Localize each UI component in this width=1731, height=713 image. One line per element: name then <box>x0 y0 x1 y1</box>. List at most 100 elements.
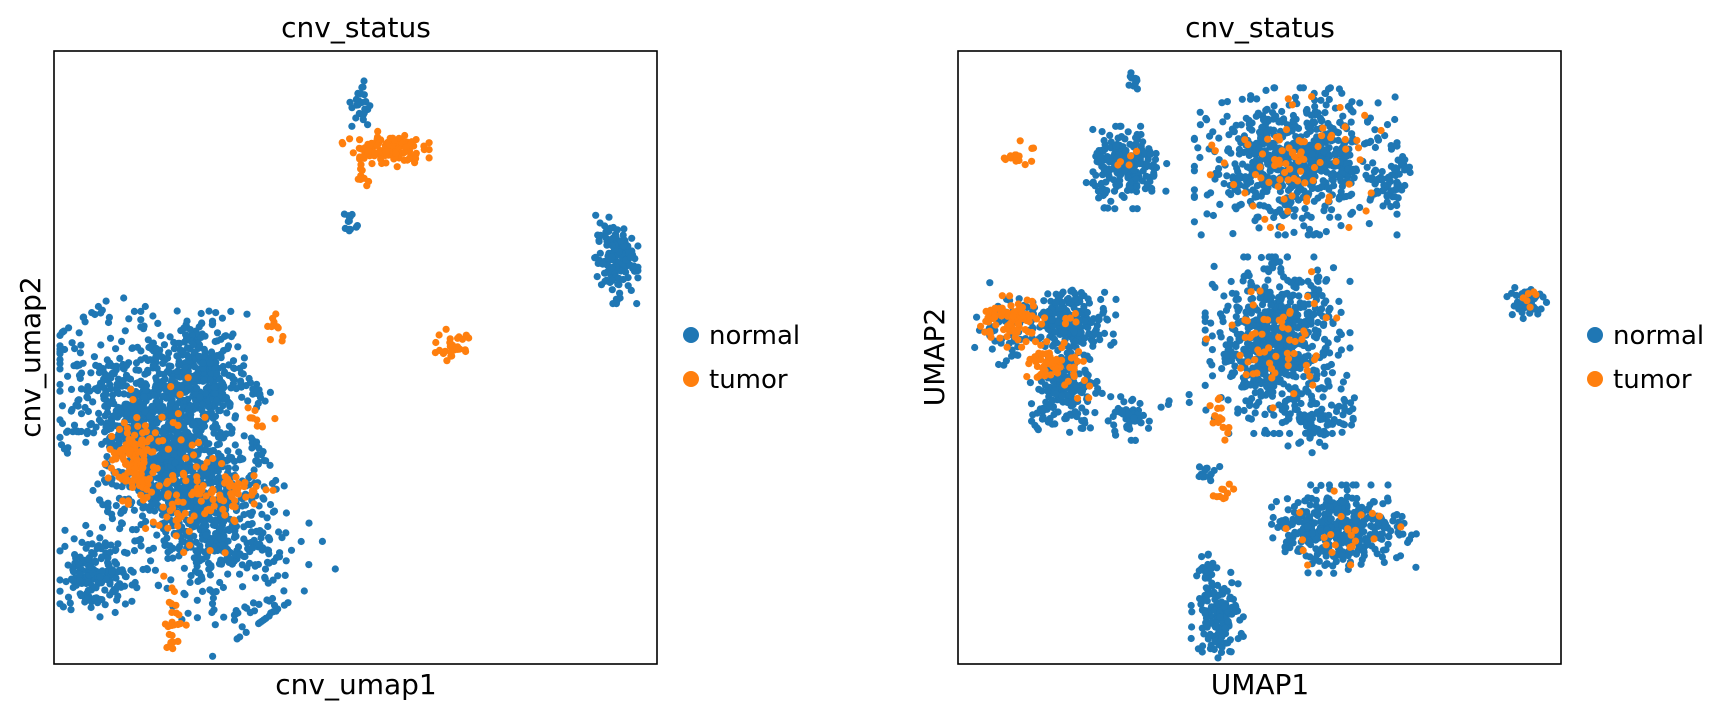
point-normal <box>98 553 106 561</box>
point-normal <box>1206 358 1214 366</box>
point-normal <box>206 586 214 594</box>
point-normal <box>211 478 219 486</box>
point-normal <box>240 354 248 362</box>
point-normal <box>160 537 168 545</box>
point-tumor <box>153 464 161 472</box>
point-normal <box>1097 179 1105 188</box>
point-normal <box>75 560 83 568</box>
point-normal <box>1033 409 1041 417</box>
point-normal <box>1313 371 1321 379</box>
point-tumor <box>432 338 440 347</box>
point-normal <box>113 596 121 604</box>
point-normal <box>1218 313 1226 321</box>
point-normal <box>137 356 145 364</box>
point-normal <box>64 561 72 569</box>
point-normal <box>180 589 188 598</box>
point-normal <box>106 385 115 393</box>
point-tumor <box>125 437 133 445</box>
point-normal <box>1142 159 1150 168</box>
point-normal <box>1391 115 1399 124</box>
point-normal <box>264 522 272 531</box>
point-normal <box>1327 170 1335 178</box>
point-normal <box>1318 116 1326 125</box>
point-normal <box>1234 188 1242 196</box>
point-tumor <box>221 549 229 557</box>
point-normal <box>83 430 91 438</box>
point-normal <box>226 400 234 408</box>
point-normal <box>1098 389 1106 397</box>
point-tumor <box>155 482 163 490</box>
point-normal <box>102 390 110 398</box>
point-normal <box>1133 85 1141 93</box>
point-normal <box>1281 408 1289 416</box>
point-normal <box>1057 290 1066 298</box>
point-normal <box>1289 372 1297 380</box>
point-normal <box>56 359 64 368</box>
point-normal <box>1283 253 1291 261</box>
point-tumor <box>218 460 226 468</box>
point-normal <box>82 544 90 552</box>
point-normal <box>1347 210 1355 218</box>
point-normal <box>1100 329 1109 337</box>
point-tumor <box>133 414 141 422</box>
point-normal <box>633 300 641 308</box>
point-normal <box>1194 144 1202 152</box>
point-tumor <box>129 396 137 404</box>
point-normal <box>973 313 981 321</box>
point-normal <box>1185 391 1193 399</box>
point-normal <box>1051 328 1059 336</box>
point-normal <box>1136 160 1144 168</box>
point-normal <box>120 390 128 398</box>
point-normal <box>1318 292 1326 300</box>
point-normal <box>64 593 73 601</box>
point-tumor <box>209 496 217 504</box>
point-tumor <box>136 448 144 456</box>
point-normal <box>1070 289 1078 297</box>
point-normal <box>1190 186 1198 194</box>
point-normal <box>1091 409 1099 417</box>
point-normal <box>1272 498 1280 506</box>
point-tumor <box>128 483 137 491</box>
legend-marker-tumor <box>683 371 699 387</box>
point-normal <box>1239 160 1247 168</box>
point-normal <box>260 495 268 503</box>
point-normal <box>74 397 82 405</box>
point-normal <box>1137 122 1145 130</box>
point-normal <box>92 423 100 431</box>
point-normal <box>1099 304 1107 313</box>
point-normal <box>110 421 118 429</box>
point-normal <box>245 509 253 518</box>
point-normal <box>153 531 161 539</box>
point-normal <box>186 578 194 587</box>
point-tumor <box>143 438 151 446</box>
point-normal <box>140 393 148 401</box>
point-tumor <box>193 490 201 498</box>
point-normal <box>1223 351 1231 359</box>
point-tumor <box>461 346 469 354</box>
point-normal <box>1225 131 1233 139</box>
point-normal <box>1343 371 1351 379</box>
point-normal <box>121 327 129 335</box>
point-normal <box>620 225 628 233</box>
point-normal <box>231 464 240 472</box>
point-normal <box>1322 344 1330 352</box>
point-normal <box>1248 119 1256 127</box>
point-normal <box>175 361 183 369</box>
point-normal <box>238 393 246 401</box>
point-normal <box>77 410 86 418</box>
point-normal <box>1334 213 1342 221</box>
point-normal <box>366 102 374 110</box>
point-tumor <box>168 608 176 617</box>
point-normal <box>157 332 165 340</box>
point-normal <box>1328 369 1336 377</box>
point-normal <box>1339 378 1347 386</box>
point-normal <box>1100 136 1108 145</box>
point-normal <box>627 253 635 261</box>
point-normal <box>345 225 353 233</box>
point-normal <box>84 555 92 563</box>
point-normal <box>1117 133 1126 141</box>
point-normal <box>1229 230 1237 238</box>
point-normal <box>1111 205 1119 213</box>
point-normal <box>265 550 273 558</box>
point-tumor <box>205 505 213 513</box>
